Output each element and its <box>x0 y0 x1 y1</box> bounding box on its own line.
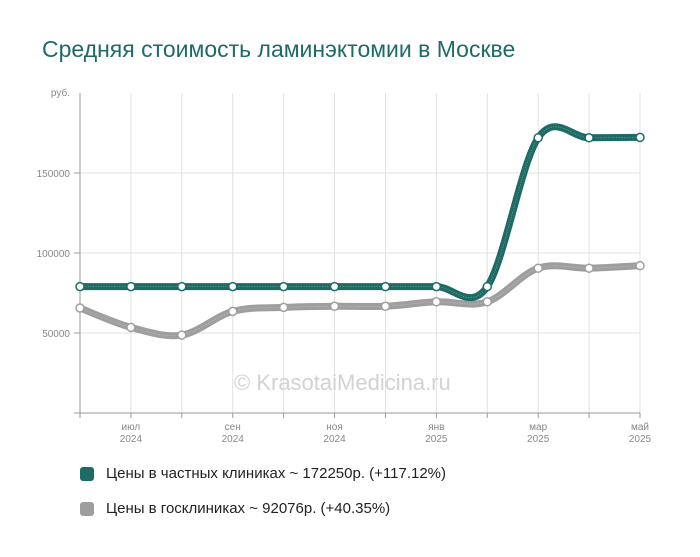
data-point-private <box>278 281 289 292</box>
y-axis-unit-label: руб. <box>51 87 70 99</box>
series-line-texture-public <box>79 265 641 337</box>
series-lines <box>76 123 644 340</box>
legend-swatch-private <box>80 466 94 481</box>
x-tick-label-month: май <box>631 422 649 433</box>
x-tick-label-year: 2024 <box>323 434 346 445</box>
data-point-public <box>227 306 238 317</box>
x-tick-label-month: июл <box>122 422 141 433</box>
y-tick-label: 150000 <box>37 169 71 180</box>
data-point-private <box>482 281 493 292</box>
data-point-private <box>126 281 136 292</box>
axes: 50000100000150000руб.июл2024сен2024ноя20… <box>37 87 652 445</box>
series-line-texture-private <box>80 126 641 299</box>
data-point-private <box>177 281 187 292</box>
data-point-private <box>75 281 85 292</box>
data-point-private <box>533 133 543 143</box>
x-tick-label-month: сен <box>225 422 241 433</box>
legend-swatch-public <box>80 501 94 516</box>
watermark: © KrasotaiMedicina.ru <box>234 370 451 395</box>
data-point-public <box>431 297 442 307</box>
data-point-public <box>126 322 136 333</box>
legend-item-private[interactable]: Цены в частных клиниках ~ 172250р. (+117… <box>80 465 446 482</box>
data-point-public <box>482 297 493 307</box>
data-point-public <box>584 263 594 273</box>
data-point-public <box>177 330 187 340</box>
series-line-private <box>76 123 644 302</box>
x-tick-label-month: янв <box>428 422 444 433</box>
series-points <box>75 132 645 340</box>
data-point-private <box>380 281 391 292</box>
series-line-public <box>76 262 644 340</box>
y-tick-label: 50000 <box>42 329 70 340</box>
x-tick-label-year: 2025 <box>425 434 448 445</box>
data-point-public <box>635 260 645 271</box>
legend-label-private: Цены в частных клиниках ~ 172250р. (+117… <box>106 465 447 482</box>
data-point-public <box>533 263 543 273</box>
data-point-private <box>431 281 442 292</box>
data-point-private <box>584 133 594 143</box>
data-point-private <box>227 281 238 292</box>
x-tick-label-year: 2025 <box>527 434 550 445</box>
x-tick-label-year: 2024 <box>222 434 245 445</box>
x-tick-label-year: 2024 <box>120 434 143 445</box>
chart-title: Средняя стоимость ламинэктомии в Москве <box>42 36 516 62</box>
legend-label-public: Цены в госклиниках ~ 92076р. (+40.35%) <box>106 500 391 517</box>
legend-item-public[interactable]: Цены в госклиниках ~ 92076р. (+40.35%) <box>80 500 390 517</box>
data-point-public <box>278 302 289 313</box>
data-point-public <box>380 301 391 312</box>
y-tick-label: 100000 <box>37 249 71 260</box>
data-point-private <box>329 281 340 292</box>
data-point-public <box>75 303 85 313</box>
grid <box>79 93 641 413</box>
x-tick-label-year: 2025 <box>629 434 652 445</box>
data-point-private <box>635 132 645 143</box>
x-tick-label-month: ноя <box>326 422 343 433</box>
x-tick-label-month: мар <box>529 422 547 433</box>
data-point-public <box>329 301 340 312</box>
